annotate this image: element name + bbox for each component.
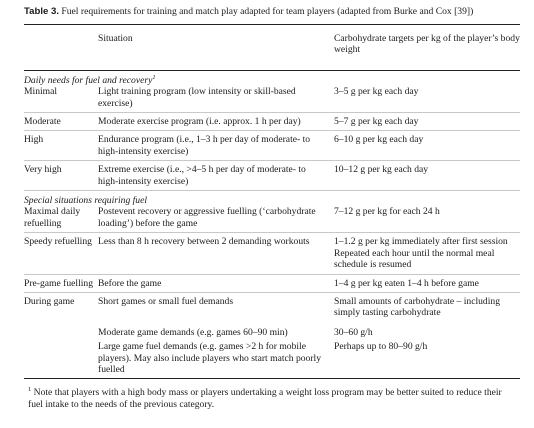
situation-cell: Moderate game demands (e.g. games 60–90 … [98, 326, 288, 338]
table-row: During game Short games or small fuel de… [24, 291, 520, 322]
fuel-table: Situation Carbohydrate targets per kg of… [24, 25, 520, 70]
table-footnote: 1 Note that players with a high body mas… [24, 386, 520, 411]
footnote-number: 1 [28, 386, 32, 394]
table-row: Moderate Moderate exercise program (i.e.… [24, 112, 520, 131]
table-caption: Table 3. Fuel requirements for training … [24, 6, 520, 18]
target-cell: 1–1.2 g per kg immediately after first s… [334, 236, 508, 248]
target-cell: 30–60 g/h [334, 326, 373, 338]
target-cell: 7–12 g per kg for each 24 h [334, 206, 440, 218]
situation-cell: Less than 8 h recovery between 2 demandi… [98, 232, 334, 274]
situation-cell: Large game fuel demands (e.g. games >2 h… [98, 341, 321, 375]
level-cell: During game [24, 291, 98, 322]
situation-cell: Light training program (low intensity or… [98, 86, 296, 109]
table-row: Pre-game fuelling Before the game 1–4 g … [24, 273, 520, 293]
header-situation: Situation [98, 33, 133, 44]
target-cell: Small amounts of carbohydrate – includin… [334, 291, 520, 322]
header-rule [24, 69, 520, 71]
caption-text: Fuel requirements for training and match… [59, 6, 474, 17]
target-cell: 6–10 g per kg each day [334, 130, 520, 161]
section-special-title: Special situations requiring fuel [24, 190, 520, 207]
table-subrow: Moderate game demands (e.g. games 60–90 … [24, 322, 520, 341]
table-row: Speedy refuelling Less than 8 h recovery… [24, 232, 520, 274]
target-cell-extra: Repeated each hour until the normal meal… [334, 247, 495, 271]
fuel-table-body: Daily needs for fuel and recovery1 Minim… [24, 71, 520, 379]
section-daily-title: Daily needs for fuel and recovery [24, 74, 153, 86]
footnote-marker: 1 [152, 73, 156, 81]
situation-cell: Extreme exercise (i.e., >4–5 h per day o… [98, 160, 334, 191]
level-cell: Maximal daily refuelling [24, 206, 81, 229]
section-daily: Daily needs for fuel and recovery1 [24, 71, 520, 86]
footnote-text: Note that players with a high body mass … [28, 387, 502, 411]
target-cell: 5–7 g per kg each day [334, 112, 520, 131]
situation-cell: Postevent recovery or aggressive fuellin… [98, 206, 316, 229]
table-subrow: Large game fuel demands (e.g. games >2 h… [24, 341, 520, 378]
bottom-rule [24, 378, 520, 380]
level-cell: Pre-game fuelling [24, 273, 98, 293]
table-row: Minimal Light training program (low inte… [24, 86, 520, 112]
situation-cell: Moderate exercise program (i.e. approx. … [98, 112, 334, 131]
target-cell: 1–4 g per kg eaten 1–4 h before game [334, 273, 520, 293]
situation-cell: Short games or small fuel demands [98, 291, 334, 322]
level-cell: Moderate [24, 112, 98, 131]
target-cell: 10–12 g per kg each day [334, 160, 520, 191]
section-special: Special situations requiring fuel [24, 190, 520, 207]
top-rule [24, 24, 520, 25]
level-cell: Minimal [24, 86, 58, 98]
level-cell: High [24, 130, 98, 161]
situation-cell: Endurance program (i.e., 1–3 h per day o… [98, 130, 334, 161]
level-cell: Speedy refuelling [24, 232, 98, 274]
header-targets: Carbohydrate targets per kg of the playe… [334, 33, 520, 56]
target-cell: 3–5 g per kg each day [334, 86, 419, 98]
header-row: Situation Carbohydrate targets per kg of… [24, 25, 520, 70]
target-cell: Perhaps up to 80–90 g/h [334, 341, 428, 353]
level-cell: Very high [24, 160, 98, 191]
table-row: Very high Extreme exercise (i.e., >4–5 h… [24, 160, 520, 191]
situation-cell: Before the game [98, 273, 334, 293]
table-row: High Endurance program (i.e., 1–3 h per … [24, 130, 520, 161]
table-label: Table 3. [24, 6, 60, 17]
table-row: Maximal daily refuelling Postevent recov… [24, 206, 520, 232]
